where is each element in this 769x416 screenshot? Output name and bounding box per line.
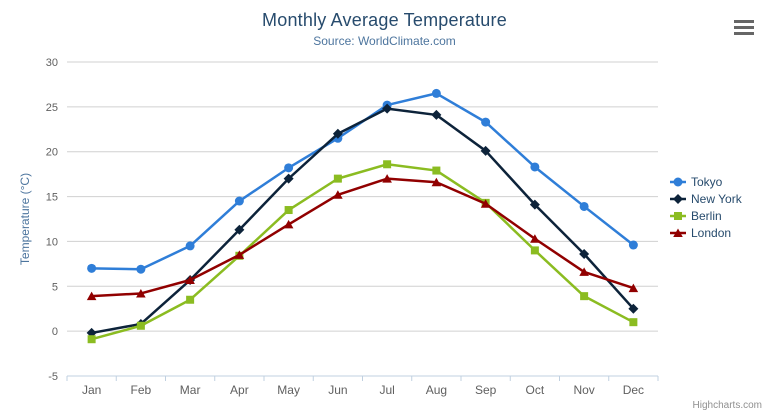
triangle-marker[interactable]	[673, 228, 683, 237]
x-axis-label: Apr	[230, 383, 249, 397]
diamond-marker[interactable]	[234, 224, 245, 235]
series-new-york[interactable]	[86, 103, 639, 338]
diamond-marker[interactable]	[431, 109, 442, 120]
triangle-marker[interactable]	[431, 177, 442, 187]
circle-marker[interactable]	[185, 241, 195, 251]
triangle-marker[interactable]	[185, 275, 195, 285]
x-axis	[66, 375, 659, 381]
y-axis-label: 5	[52, 281, 58, 293]
x-axis-label: Aug	[426, 383, 447, 397]
y-gridlines	[67, 61, 658, 332]
diamond-marker[interactable]	[382, 103, 393, 114]
legend: Tokyo New York Berlin London	[670, 174, 742, 240]
legend-label: Berlin	[691, 208, 722, 223]
triangle-marker[interactable]	[136, 288, 146, 298]
legend-item-tokyo[interactable]: Tokyo	[670, 174, 742, 189]
square-marker[interactable]	[530, 246, 539, 255]
triangle-marker[interactable]	[628, 283, 639, 293]
triangle-marker[interactable]	[86, 291, 97, 301]
x-axis-label: Nov	[573, 383, 594, 397]
chart-subtitle: Source: WorldClimate.com	[313, 34, 456, 48]
legend-label: New York	[691, 191, 742, 206]
series-new-york-line[interactable]	[91, 107, 635, 335]
circle-marker[interactable]	[628, 240, 638, 250]
y-axis-label: 0	[52, 326, 58, 338]
y-axis-title: Temperature (°C)	[18, 172, 32, 266]
legend-circle-symbol	[670, 177, 686, 186]
triangle-marker[interactable]	[234, 250, 245, 259]
legend-label: Tokyo	[691, 174, 723, 189]
legend-triangle-symbol	[670, 228, 686, 237]
triangle-marker[interactable]	[530, 234, 540, 243]
diamond-marker[interactable]	[332, 128, 343, 139]
circle-marker[interactable]	[234, 196, 244, 206]
chart-title: Monthly Average Temperature	[262, 10, 507, 30]
circle-marker[interactable]	[87, 263, 97, 273]
square-marker[interactable]	[136, 321, 145, 330]
x-axis-label: Sep	[475, 383, 497, 397]
export-menu-button[interactable]	[733, 19, 755, 36]
legend-square-symbol	[670, 211, 686, 220]
legend-item-new-york[interactable]: New York	[670, 191, 742, 206]
x-axis-label: Jul	[379, 383, 394, 397]
square-marker[interactable]	[432, 166, 441, 175]
x-axis-label: Dec	[623, 383, 644, 397]
y-axis-label: 30	[46, 57, 58, 69]
y-axis-label: 20	[46, 147, 58, 159]
x-axis-labels: Jan Feb Mar Apr May Jun Jul Aug Sep Oct Nov Dec	[82, 383, 644, 397]
square-marker[interactable]	[383, 160, 392, 169]
square-marker[interactable]	[284, 206, 293, 215]
triangle-marker[interactable]	[480, 199, 491, 208]
diamond-marker[interactable]	[480, 145, 491, 156]
square-marker[interactable]	[186, 295, 195, 304]
x-axis-label: Oct	[526, 383, 545, 397]
x-axis-label: May	[277, 383, 300, 397]
triangle-marker[interactable]	[579, 267, 589, 276]
legend-label: London	[691, 225, 732, 240]
credits-link[interactable]: Highcharts.com	[692, 400, 762, 411]
circle-marker[interactable]	[579, 201, 589, 211]
triangle-marker[interactable]	[333, 190, 343, 199]
triangle-marker[interactable]	[382, 174, 392, 183]
circle-marker[interactable]	[481, 117, 491, 127]
circle-marker[interactable]	[431, 88, 441, 98]
diamond-marker[interactable]	[628, 303, 639, 314]
series-tokyo[interactable]	[87, 88, 638, 274]
series-berlin-line[interactable]	[91, 163, 634, 341]
legend-diamond-symbol	[670, 193, 686, 204]
square-marker[interactable]	[629, 318, 638, 327]
circle-marker[interactable]	[530, 162, 540, 172]
series-london[interactable]	[86, 174, 639, 301]
x-axis-label: Feb	[131, 383, 152, 397]
y-axis-label: -5	[48, 371, 58, 383]
x-axis-label: Mar	[180, 383, 201, 397]
diamond-marker[interactable]	[673, 193, 683, 204]
circle-marker[interactable]	[284, 163, 294, 173]
y-axis-labels: -5 0 5 10 15 20 25 30	[46, 57, 58, 383]
diamond-marker[interactable]	[283, 173, 294, 184]
x-axis-label: Jun	[328, 383, 347, 397]
circle-marker[interactable]	[136, 264, 146, 274]
square-marker[interactable]	[87, 335, 96, 344]
triangle-marker[interactable]	[283, 219, 294, 229]
hamburger-icon	[734, 20, 754, 23]
circle-marker[interactable]	[673, 177, 683, 186]
hamburger-icon	[734, 32, 754, 35]
diamond-marker[interactable]	[579, 248, 590, 259]
y-axis-label: 25	[46, 102, 58, 114]
y-axis-label: 10	[46, 236, 58, 248]
diamond-marker[interactable]	[529, 199, 540, 210]
series-london-line[interactable]	[91, 177, 634, 298]
square-marker[interactable]	[580, 292, 589, 301]
square-marker[interactable]	[333, 174, 342, 183]
legend-item-london[interactable]: London	[670, 225, 742, 240]
x-axis-label: Jan	[82, 383, 101, 397]
legend-item-berlin[interactable]: Berlin	[670, 208, 742, 223]
square-marker[interactable]	[674, 211, 682, 220]
y-axis-label: 15	[46, 192, 58, 204]
series-tokyo-line[interactable]	[91, 92, 635, 271]
hamburger-icon	[734, 26, 754, 29]
